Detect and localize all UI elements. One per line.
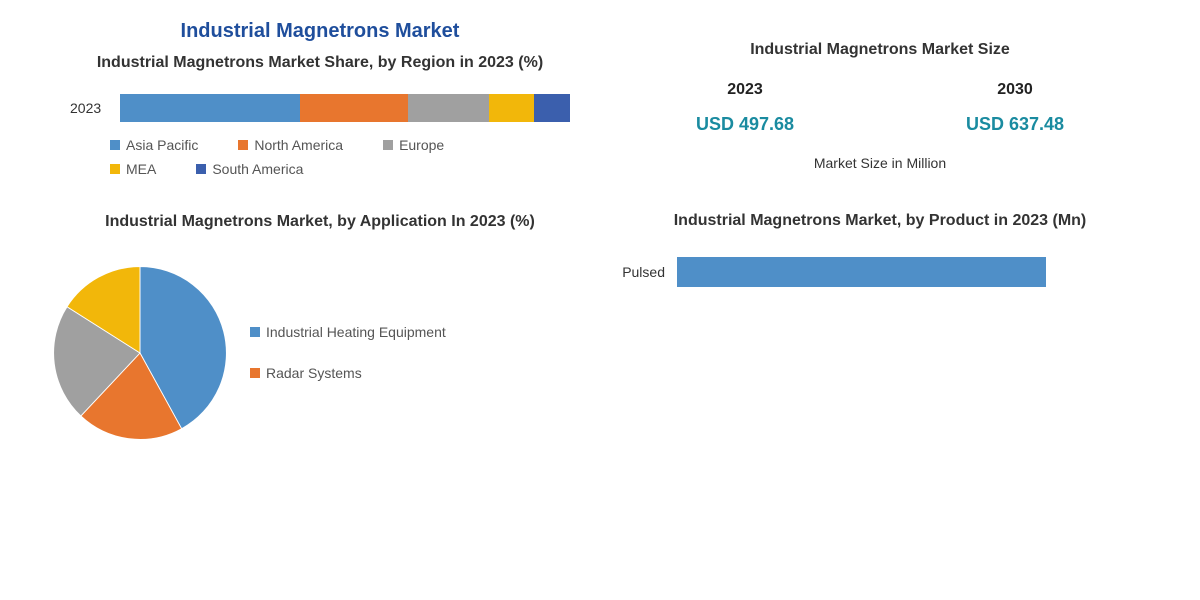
application-block: Industrial Magnetrons Market, by Applica… xyxy=(50,212,590,443)
left-column: Industrial Magnetrons Market Industrial … xyxy=(40,10,600,590)
market-size-title: Industrial Magnetrons Market Size xyxy=(610,40,1150,61)
main-title: Industrial Magnetrons Market xyxy=(50,20,590,43)
dashboard: Industrial Magnetrons Market Industrial … xyxy=(0,0,1200,600)
product-bar-label: Pulsed xyxy=(610,264,665,280)
legend-label: Radar Systems xyxy=(266,365,362,381)
legend-swatch xyxy=(250,327,260,337)
legend-swatch xyxy=(250,368,260,378)
market-size-cell: 2023 USD 497.68 xyxy=(696,81,794,135)
pie-chart xyxy=(50,263,230,443)
legend-item: Asia Pacific xyxy=(110,137,198,153)
legend-item: MEA xyxy=(110,161,156,177)
legend-label: North America xyxy=(254,137,343,153)
product-bar-row: Pulsed xyxy=(610,257,1150,287)
legend-swatch xyxy=(110,140,120,150)
legend-swatch xyxy=(238,140,248,150)
size-value: USD 497.68 xyxy=(696,114,794,135)
market-size-row: 2023 USD 497.68 2030 USD 637.48 xyxy=(610,81,1150,135)
legend-swatch xyxy=(110,164,120,174)
region-legend: Asia Pacific North America Europe MEA South … xyxy=(50,137,590,177)
product-bar xyxy=(677,257,1046,287)
legend-item: Radar Systems xyxy=(250,365,446,381)
product-chart-title: Industrial Magnetrons Market, by Product… xyxy=(610,211,1150,232)
size-value: USD 637.48 xyxy=(966,114,1064,135)
market-size-cell: 2030 USD 637.48 xyxy=(966,81,1064,135)
legend-item: South America xyxy=(196,161,303,177)
legend-item: Europe xyxy=(383,137,444,153)
legend-item: Industrial Heating Equipment xyxy=(250,324,446,340)
legend-label: Europe xyxy=(399,137,444,153)
application-chart-title: Industrial Magnetrons Market, by Applica… xyxy=(50,212,590,233)
product-block: Industrial Magnetrons Market, by Product… xyxy=(610,211,1150,287)
market-size-note: Market Size in Million xyxy=(610,155,1150,171)
bar-segment xyxy=(489,94,534,122)
stacked-bar-track xyxy=(120,94,570,122)
bar-segment xyxy=(408,94,489,122)
product-bar-track xyxy=(677,257,1150,287)
legend-label: MEA xyxy=(126,161,156,177)
size-year: 2030 xyxy=(966,81,1064,99)
legend-item: North America xyxy=(238,137,343,153)
size-year: 2023 xyxy=(696,81,794,99)
legend-swatch xyxy=(383,140,393,150)
legend-label: Asia Pacific xyxy=(126,137,198,153)
bar-segment xyxy=(534,94,570,122)
region-stacked-bar: 2023 xyxy=(70,94,570,122)
legend-label: Industrial Heating Equipment xyxy=(266,324,446,340)
pie-legend: Industrial Heating Equipment Radar System… xyxy=(250,324,446,381)
legend-swatch xyxy=(196,164,206,174)
bar-segment xyxy=(120,94,300,122)
region-chart-title: Industrial Magnetrons Market Share, by R… xyxy=(50,53,590,74)
right-column: Industrial Magnetrons Market Size 2023 US… xyxy=(600,10,1160,590)
bar-segment xyxy=(300,94,408,122)
pie-section: Industrial Heating Equipment Radar System… xyxy=(50,263,590,443)
product-bars: Pulsed xyxy=(610,257,1150,287)
region-year-label: 2023 xyxy=(70,100,110,116)
legend-label: South America xyxy=(212,161,303,177)
